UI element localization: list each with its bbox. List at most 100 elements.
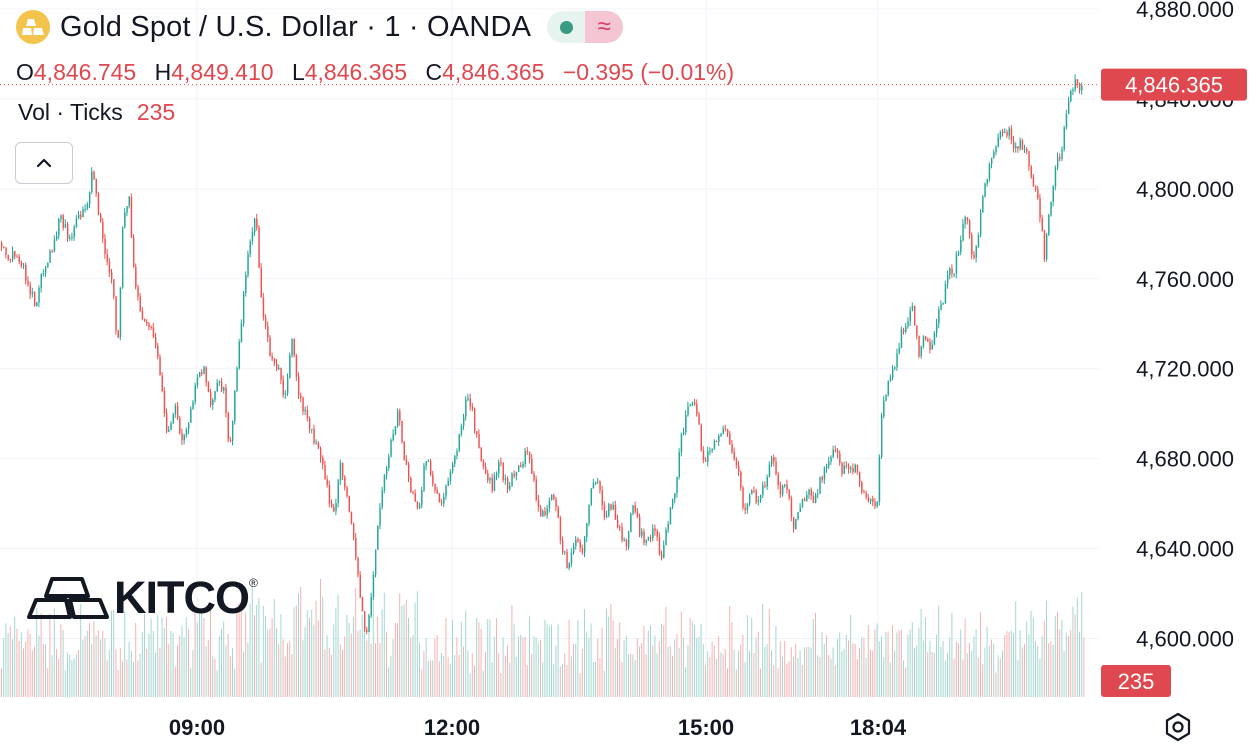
candle-body [958,252,960,255]
collapse-legend-button[interactable] [15,142,73,184]
candle-body [597,481,599,483]
volume-bar [133,662,134,697]
volume-bar [900,629,902,697]
symbol-header: Gold Spot / U.S. Dollar · 1 · OANDA ≈ [16,10,624,44]
volume-bar [414,602,416,697]
close-value: 4,846.365 [442,59,545,85]
candle-body [1037,189,1039,199]
candle-body [419,505,421,508]
volume-bar [711,641,713,697]
candle-body [575,539,577,547]
volume-bar [993,643,995,697]
candle-body [799,507,801,513]
volume-bar [135,622,137,697]
volume-bar [742,634,744,697]
volume-bar [960,629,962,697]
volume-bar [480,628,482,697]
candle-body [942,303,944,305]
candle-body [421,490,423,506]
volume-bar [408,617,409,697]
candle-body [302,397,304,412]
volume-bar [452,619,453,697]
volume-bar [762,603,764,697]
volume-bar [108,650,110,697]
volume-tag [1101,665,1171,697]
candle-body [1041,218,1043,231]
volume-bar [210,602,211,697]
candle-body [236,368,238,392]
volume-bar [207,639,209,697]
volume-bar [966,653,968,697]
volume-bar [243,651,244,697]
volume-bar [465,610,467,697]
volume-bar [522,637,524,697]
candle-body [1063,127,1065,150]
volume-bar [27,629,29,697]
candle-body [161,375,163,392]
candle-body [581,548,584,553]
candle-body [1004,131,1006,133]
volume-bar [1057,611,1058,697]
volume-bar [914,648,915,697]
volume-bar [815,612,816,697]
volume-bar [1032,617,1034,697]
candle-body [735,458,738,466]
candle-body [227,413,229,440]
volume-bar [1050,641,1052,697]
volume-bar [667,647,669,697]
volume-bar [51,655,53,697]
volume-bar [498,653,500,697]
candle-body [82,209,84,218]
volume-bar [1054,616,1056,697]
candle-body [570,552,573,564]
candle-body [73,227,75,237]
candle-body [999,131,1002,138]
volume-bar [1019,630,1021,697]
volume-bar [192,650,194,697]
candle-body [953,273,955,275]
data-delay-icon[interactable]: ≈ [585,11,624,43]
volume-bar [718,635,720,697]
candle-body [1046,234,1048,260]
candle-body [971,234,973,255]
gear-icon[interactable] [1163,712,1193,742]
candle-body [47,262,49,268]
candle-body [614,504,617,520]
symbol-title[interactable]: Gold Spot / U.S. Dollar · 1 · OANDA [60,10,532,43]
volume-bar [227,633,229,697]
volume-bar [881,635,882,697]
candle-body [986,179,988,184]
volume-bar [1021,647,1023,697]
volume-bar [218,636,220,697]
volume-bar [84,635,86,697]
volume-bar [905,667,907,697]
candle-body [203,367,205,374]
candle-body [848,466,850,470]
volume-bar [410,637,412,697]
candle-body [201,372,203,374]
volume-bar [179,635,181,697]
candle-body [977,235,980,247]
volume-bar [392,639,394,697]
candle-body [592,483,595,489]
candle-body [920,346,922,357]
volume-bar [159,648,161,697]
volume-bar [953,658,955,697]
volume-bar [29,634,31,697]
candle-body [903,329,905,332]
candle-body [661,554,663,558]
candle-body [1054,167,1057,187]
volume-bar [282,639,284,697]
volume-bar [810,648,812,697]
volume-bar [918,628,920,697]
volume-bar [691,620,693,697]
candle-body [885,395,887,401]
candle-body [150,327,152,329]
status-pill[interactable]: ≈ [547,11,624,43]
volume-bar [476,617,478,697]
candle-body [401,420,403,442]
volume-bar [119,647,121,697]
market-open-indicator[interactable] [547,11,586,43]
volume-bar [82,639,84,697]
